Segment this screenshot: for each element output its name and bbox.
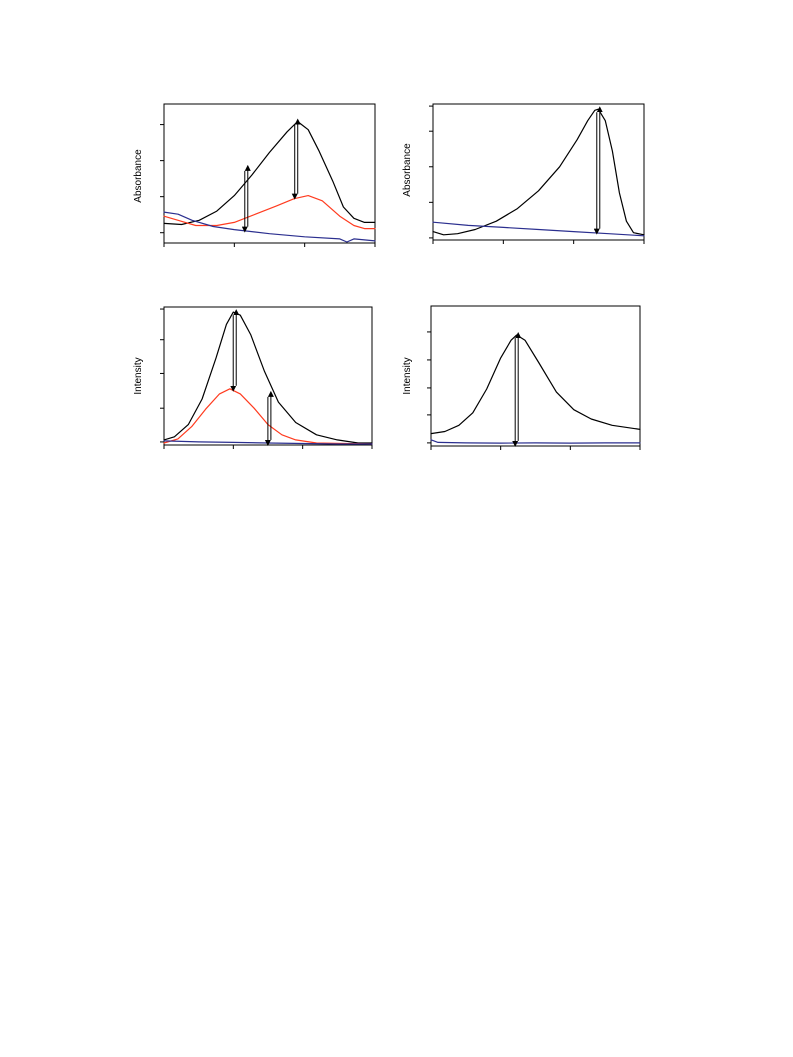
panel-absorbance-left: Absorbance xyxy=(133,103,376,247)
series-line-red xyxy=(163,388,373,445)
plot-frame xyxy=(430,305,641,447)
plot-frame xyxy=(432,103,645,241)
series-line-blue xyxy=(432,221,645,237)
series-line-blue xyxy=(163,211,376,243)
series-line-black xyxy=(430,334,641,435)
ylabel-absorbance-left: Absorbance xyxy=(133,149,144,203)
ylabel-intensity-right: Intensity xyxy=(402,357,413,394)
ylabel-intensity-left: Intensity xyxy=(133,357,144,394)
series-line-blue xyxy=(430,439,641,444)
plot-frame xyxy=(163,103,376,244)
panel-absorbance-right: Absorbance xyxy=(402,103,645,244)
series-line-black xyxy=(163,311,373,444)
series-line-black xyxy=(432,108,645,236)
series-line-black xyxy=(163,120,376,226)
ylabel-absorbance-right: Absorbance xyxy=(402,143,413,197)
panel-intensity-right: Intensity xyxy=(402,305,641,450)
series-line-red xyxy=(163,195,376,230)
panel-intensity-left: Intensity xyxy=(133,306,373,449)
